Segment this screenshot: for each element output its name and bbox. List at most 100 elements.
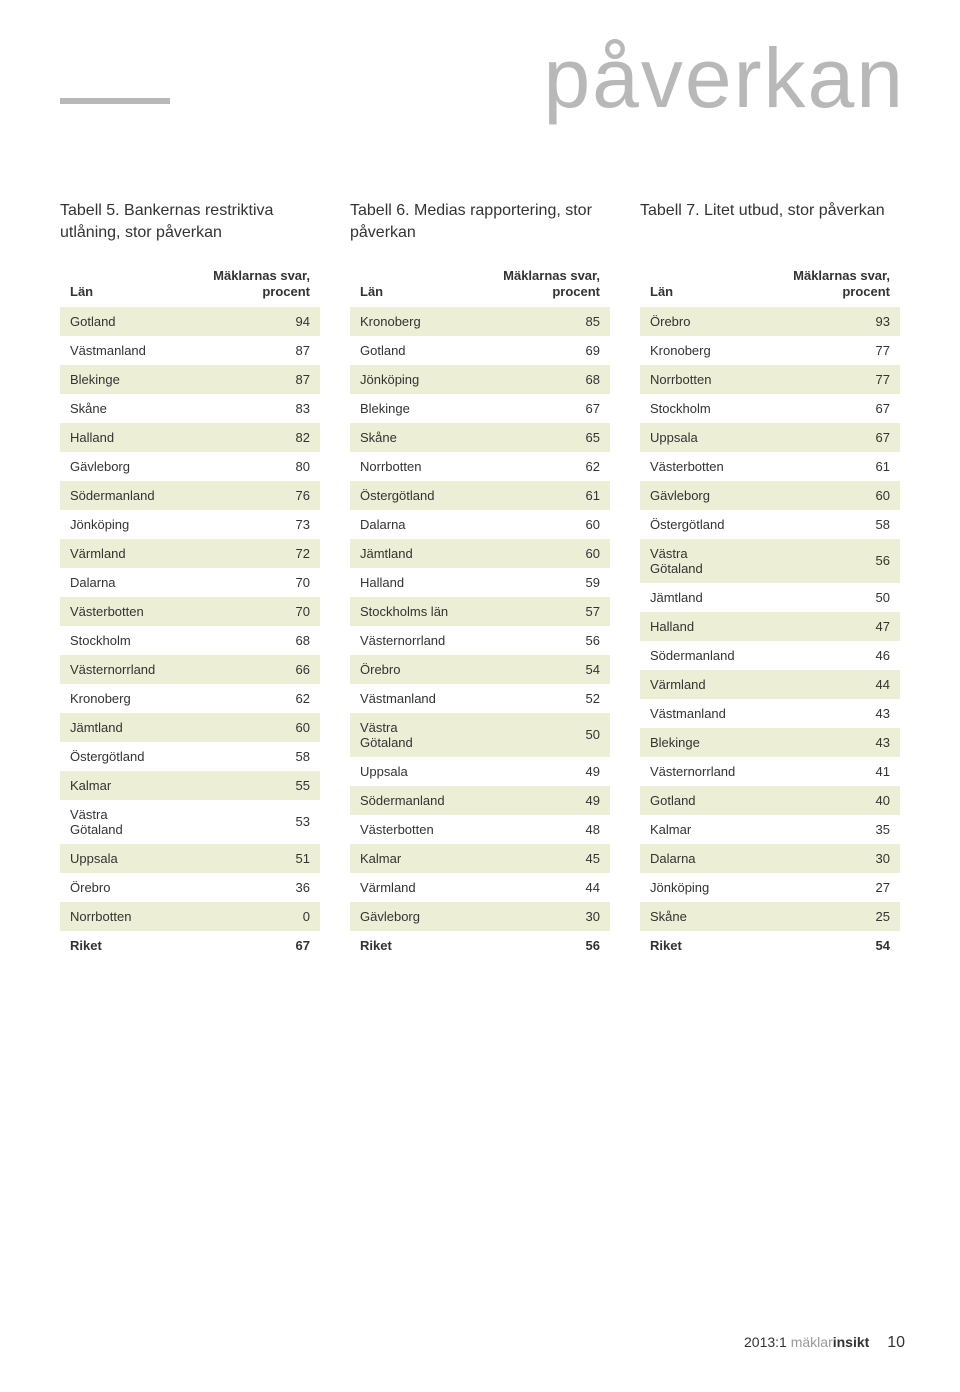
cell-value: 77 bbox=[752, 336, 900, 365]
cell-value: 73 bbox=[172, 510, 320, 539]
cell-value: 44 bbox=[752, 670, 900, 699]
cell-county: Halland bbox=[640, 612, 752, 641]
table-row: Västmanland87 bbox=[60, 336, 320, 365]
cell-value: 45 bbox=[462, 844, 610, 873]
table-block-0: Tabell 5. Bankernas restriktiva utlåning… bbox=[60, 200, 320, 960]
cell-value: 82 bbox=[172, 423, 320, 452]
cell-county: Dalarna bbox=[640, 844, 752, 873]
table-row: Jämtland60 bbox=[350, 539, 610, 568]
table-row: Södermanland49 bbox=[350, 786, 610, 815]
table-row: Stockholm67 bbox=[640, 394, 900, 423]
cell-county: Örebro bbox=[640, 307, 752, 336]
cell-value: 49 bbox=[462, 786, 610, 815]
cell-county: Jämtland bbox=[60, 713, 172, 742]
cell-county: Skåne bbox=[640, 902, 752, 931]
cell-value: 35 bbox=[752, 815, 900, 844]
cell-value: 47 bbox=[752, 612, 900, 641]
table-block-1: Tabell 6. Medias rapportering, stor påve… bbox=[350, 200, 610, 960]
cell-county: Västmanland bbox=[350, 684, 462, 713]
cell-value: 67 bbox=[172, 931, 320, 960]
table-row: Jönköping27 bbox=[640, 873, 900, 902]
table-row: Gotland40 bbox=[640, 786, 900, 815]
table-row: Dalarna30 bbox=[640, 844, 900, 873]
cell-county: Kronoberg bbox=[350, 307, 462, 336]
table-row: Kalmar55 bbox=[60, 771, 320, 800]
column-header-value: Mäklarnas svar, procent bbox=[462, 262, 610, 307]
cell-county: Uppsala bbox=[350, 757, 462, 786]
cell-county: Östergötland bbox=[350, 481, 462, 510]
table-row: Västmanland52 bbox=[350, 684, 610, 713]
cell-county: Gotland bbox=[60, 307, 172, 336]
data-table: LänMäklarnas svar, procentKronoberg85Got… bbox=[350, 262, 610, 960]
table-row: Jämtland50 bbox=[640, 583, 900, 612]
cell-county: Jönköping bbox=[60, 510, 172, 539]
cell-value: 60 bbox=[752, 481, 900, 510]
cell-value: 44 bbox=[462, 873, 610, 902]
cell-county: Skåne bbox=[60, 394, 172, 423]
cell-county: Blekinge bbox=[60, 365, 172, 394]
table-row: Gävleborg80 bbox=[60, 452, 320, 481]
table-row: Västerbotten61 bbox=[640, 452, 900, 481]
cell-county: Kronoberg bbox=[640, 336, 752, 365]
cell-value: 70 bbox=[172, 568, 320, 597]
cell-value: 43 bbox=[752, 699, 900, 728]
cell-county: Uppsala bbox=[60, 844, 172, 873]
cell-county: Värmland bbox=[350, 873, 462, 902]
cell-value: 30 bbox=[752, 844, 900, 873]
footer-brand-grey: mäklar bbox=[791, 1334, 833, 1350]
cell-value: 61 bbox=[462, 481, 610, 510]
cell-county: Kalmar bbox=[640, 815, 752, 844]
cell-value: 76 bbox=[172, 481, 320, 510]
cell-county: Gävleborg bbox=[350, 902, 462, 931]
cell-county: Norrbotten bbox=[60, 902, 172, 931]
cell-value: 85 bbox=[462, 307, 610, 336]
cell-county: Västra Götaland bbox=[350, 713, 462, 757]
table-row: Kronoberg62 bbox=[60, 684, 320, 713]
table-row: Gävleborg30 bbox=[350, 902, 610, 931]
cell-value: 50 bbox=[462, 713, 610, 757]
cell-value: 77 bbox=[752, 365, 900, 394]
data-table: LänMäklarnas svar, procentGotland94Västm… bbox=[60, 262, 320, 960]
cell-county: Blekinge bbox=[350, 394, 462, 423]
cell-county: Södermanland bbox=[60, 481, 172, 510]
cell-county: Kronoberg bbox=[60, 684, 172, 713]
table-row: Stockholm68 bbox=[60, 626, 320, 655]
table-row: Västernorrland41 bbox=[640, 757, 900, 786]
cell-value: 67 bbox=[752, 394, 900, 423]
table-row: Gävleborg60 bbox=[640, 481, 900, 510]
cell-value: 69 bbox=[462, 336, 610, 365]
cell-value: 87 bbox=[172, 365, 320, 394]
table-row: Västernorrland56 bbox=[350, 626, 610, 655]
cell-county: Östergötland bbox=[640, 510, 752, 539]
cell-value: 60 bbox=[172, 713, 320, 742]
cell-value: 55 bbox=[172, 771, 320, 800]
table-row: Blekinge87 bbox=[60, 365, 320, 394]
cell-county: Stockholms län bbox=[350, 597, 462, 626]
table-row: Blekinge67 bbox=[350, 394, 610, 423]
cell-value: 61 bbox=[752, 452, 900, 481]
column-header-county: Län bbox=[640, 262, 752, 307]
cell-county: Jämtland bbox=[640, 583, 752, 612]
table-row: Västernorrland66 bbox=[60, 655, 320, 684]
cell-county: Östergötland bbox=[60, 742, 172, 771]
table-row: Västerbotten48 bbox=[350, 815, 610, 844]
cell-county: Västernorrland bbox=[640, 757, 752, 786]
table-row: Kronoberg85 bbox=[350, 307, 610, 336]
cell-county: Gävleborg bbox=[60, 452, 172, 481]
table-row: Örebro93 bbox=[640, 307, 900, 336]
table-row: Norrbotten77 bbox=[640, 365, 900, 394]
table-row: Skåne65 bbox=[350, 423, 610, 452]
cell-value: 25 bbox=[752, 902, 900, 931]
cell-value: 54 bbox=[752, 931, 900, 960]
cell-value: 54 bbox=[462, 655, 610, 684]
cell-county: Jönköping bbox=[350, 365, 462, 394]
table-row: Värmland44 bbox=[350, 873, 610, 902]
table-row: Jönköping68 bbox=[350, 365, 610, 394]
cell-county: Halland bbox=[60, 423, 172, 452]
cell-county: Västernorrland bbox=[350, 626, 462, 655]
cell-value: 56 bbox=[462, 931, 610, 960]
table-caption: Tabell 6. Medias rapportering, stor påve… bbox=[350, 200, 610, 244]
table-row: Kronoberg77 bbox=[640, 336, 900, 365]
cell-county: Halland bbox=[350, 568, 462, 597]
cell-county: Stockholm bbox=[640, 394, 752, 423]
